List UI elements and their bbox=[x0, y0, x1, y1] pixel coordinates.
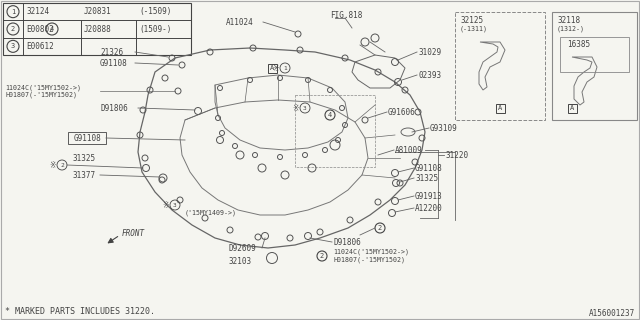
Bar bbox=[495, 103, 504, 113]
Text: H01807(-'15MY1502): H01807(-'15MY1502) bbox=[333, 257, 405, 263]
Text: G91913: G91913 bbox=[415, 191, 443, 201]
Bar bbox=[295, 95, 375, 167]
Text: 32118: 32118 bbox=[557, 15, 580, 25]
Text: G91108: G91108 bbox=[100, 59, 128, 68]
Text: 32124: 32124 bbox=[26, 7, 49, 16]
Text: A12200: A12200 bbox=[415, 204, 443, 212]
Text: 4: 4 bbox=[328, 112, 332, 118]
Text: 32125: 32125 bbox=[460, 15, 483, 25]
Text: A81009: A81009 bbox=[395, 146, 423, 155]
Text: D91806: D91806 bbox=[333, 237, 361, 246]
Text: 3: 3 bbox=[303, 106, 307, 110]
Text: J20831: J20831 bbox=[84, 7, 112, 16]
Bar bbox=[68, 132, 106, 144]
Text: (1312-): (1312-) bbox=[557, 26, 585, 32]
Text: 32103: 32103 bbox=[228, 258, 251, 267]
Text: A156001237: A156001237 bbox=[589, 309, 635, 318]
Text: FRONT: FRONT bbox=[122, 228, 145, 237]
Text: A: A bbox=[570, 105, 574, 111]
Text: (-1509): (-1509) bbox=[139, 7, 172, 16]
Text: 31325: 31325 bbox=[415, 173, 438, 182]
Text: 11024C('15MY1502->): 11024C('15MY1502->) bbox=[5, 85, 81, 91]
Text: 3: 3 bbox=[11, 43, 15, 49]
Text: 16385: 16385 bbox=[567, 39, 590, 49]
Text: D91806: D91806 bbox=[100, 103, 128, 113]
Text: ※: ※ bbox=[273, 63, 279, 73]
Text: 31029: 31029 bbox=[418, 47, 441, 57]
Text: 2: 2 bbox=[320, 253, 324, 259]
Text: D92609: D92609 bbox=[228, 244, 256, 252]
Text: 4: 4 bbox=[50, 26, 54, 32]
Text: ※: ※ bbox=[50, 161, 56, 170]
Text: (1509-): (1509-) bbox=[139, 25, 172, 34]
Text: 21326: 21326 bbox=[100, 47, 123, 57]
Text: E00612: E00612 bbox=[26, 42, 54, 51]
Text: A: A bbox=[498, 105, 502, 111]
Text: 11024C('15MY1502->): 11024C('15MY1502->) bbox=[333, 249, 409, 255]
Text: G91108: G91108 bbox=[73, 133, 101, 142]
Bar bbox=[455, 12, 545, 120]
Bar bbox=[268, 63, 276, 73]
Text: ※: ※ bbox=[292, 103, 299, 113]
Text: FIG.818: FIG.818 bbox=[330, 11, 362, 20]
Bar bbox=[560, 37, 629, 72]
Text: J20888: J20888 bbox=[84, 25, 112, 34]
Text: G93109: G93109 bbox=[430, 124, 458, 132]
Text: (-1311): (-1311) bbox=[460, 26, 488, 32]
Text: ('15MY1409->): ('15MY1409->) bbox=[185, 210, 237, 216]
Bar bbox=[568, 103, 577, 113]
Text: 2: 2 bbox=[60, 163, 64, 167]
Text: 1: 1 bbox=[283, 66, 287, 70]
Bar bbox=[552, 12, 637, 120]
Text: 02393: 02393 bbox=[418, 70, 441, 79]
Text: * MARKED PARTS INCLUDES 31220.: * MARKED PARTS INCLUDES 31220. bbox=[5, 308, 155, 316]
Text: ※: ※ bbox=[163, 201, 169, 210]
Text: 31220: 31220 bbox=[445, 150, 468, 159]
Text: 3: 3 bbox=[173, 203, 177, 207]
Bar bbox=[3, 3, 191, 55]
Text: 2: 2 bbox=[378, 225, 382, 231]
Text: 31377: 31377 bbox=[72, 171, 95, 180]
Text: 2: 2 bbox=[11, 26, 15, 32]
Text: E00802: E00802 bbox=[26, 25, 54, 34]
Text: 31325: 31325 bbox=[72, 154, 95, 163]
Text: A: A bbox=[270, 65, 274, 71]
Text: G91606: G91606 bbox=[388, 108, 416, 116]
Text: A11024: A11024 bbox=[226, 18, 253, 27]
Text: 1: 1 bbox=[11, 9, 15, 15]
Text: G91108: G91108 bbox=[415, 164, 443, 172]
Text: H01807(-'15MY1502): H01807(-'15MY1502) bbox=[5, 92, 77, 98]
